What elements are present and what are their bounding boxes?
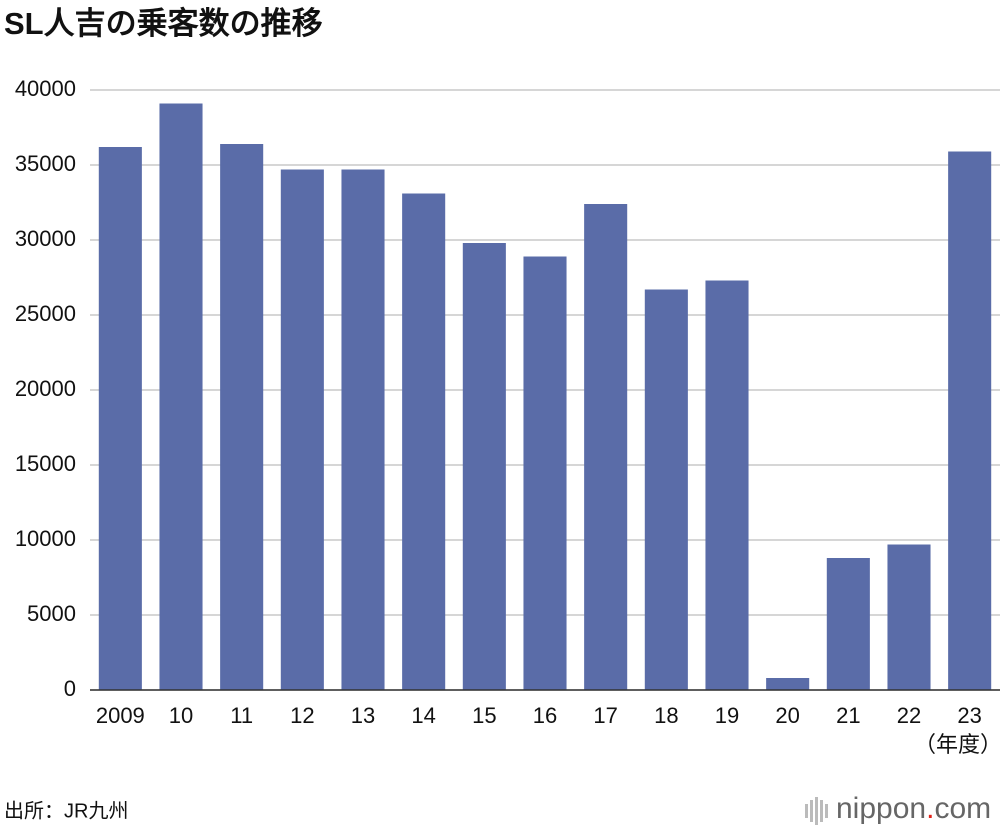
x-tick-label: 16: [533, 703, 557, 728]
logo-part: com: [934, 792, 991, 825]
y-tick-label: 40000: [15, 76, 76, 101]
bar: [887, 544, 931, 690]
y-tick-label: 25000: [15, 301, 76, 326]
logo: nippon.com: [836, 792, 991, 825]
chart-title: SL人吉の乗客数の推移: [4, 6, 323, 41]
bar: [766, 678, 810, 690]
bar: [98, 147, 142, 690]
bar: [159, 103, 203, 690]
y-tick-label: 10000: [15, 526, 76, 551]
y-tick-label: 20000: [15, 376, 76, 401]
x-tick-label: 22: [897, 703, 921, 728]
x-tick-label: 21: [836, 703, 860, 728]
y-tick-label: 15000: [15, 451, 76, 476]
y-tick-label: 5000: [27, 601, 76, 626]
bar: [402, 193, 446, 690]
x-tick-label: 11: [230, 703, 253, 728]
x-tick-label: 23: [957, 703, 981, 728]
x-tick-label: 10: [169, 703, 193, 728]
x-tick-label: 12: [290, 703, 314, 728]
x-tick-label: 19: [715, 703, 739, 728]
x-tick-label: 20: [775, 703, 799, 728]
x-tick-label: 2009: [96, 703, 145, 728]
y-tick-label: 0: [64, 676, 76, 701]
bar: [644, 289, 688, 690]
bar: [826, 558, 870, 690]
bar: [523, 256, 567, 690]
source: 出所：JR九州: [4, 799, 128, 822]
y-tick-label: 35000: [15, 151, 76, 176]
x-tick-label: 17: [593, 703, 617, 728]
x-tick-label: 13: [351, 703, 375, 728]
x-tick-label: 14: [411, 703, 435, 728]
bar: [220, 144, 264, 690]
logo-dot: .: [926, 792, 934, 825]
y-tick-label: 30000: [15, 226, 76, 251]
x-unit: （年度）: [914, 732, 1000, 757]
bar: [462, 243, 506, 690]
logo-part: nippon: [836, 792, 926, 825]
bar: [948, 151, 992, 690]
logo-icon: [805, 797, 828, 825]
bar: [584, 204, 628, 690]
x-tick-label: 18: [654, 703, 678, 728]
bar: [705, 280, 749, 690]
x-tick-label: 15: [472, 703, 496, 728]
bar: [341, 169, 385, 690]
bar: [280, 169, 324, 690]
